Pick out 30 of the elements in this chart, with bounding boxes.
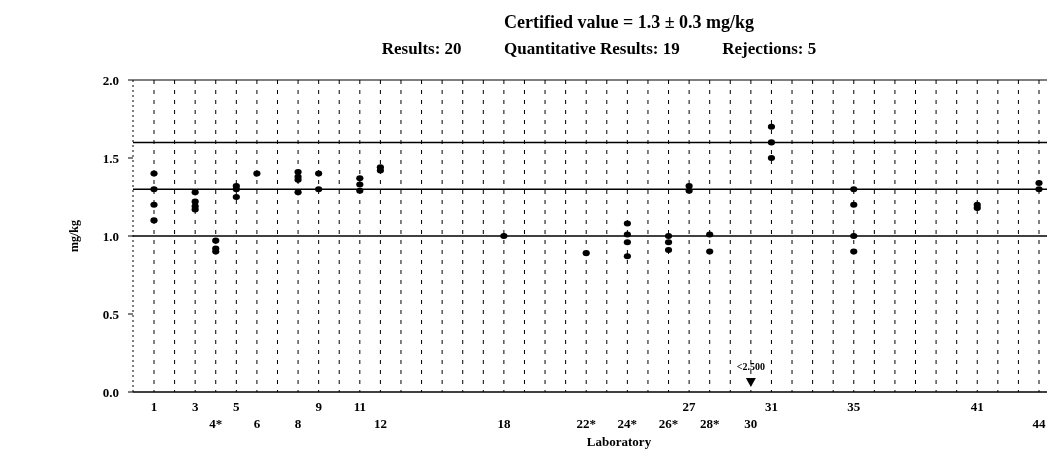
x-tick-label: 9 [315,399,323,414]
y-tick-label: 0.5 [102,306,120,322]
annotation: <2.500 [736,361,765,372]
x-tick-label: 28* [699,416,720,431]
x-tick-label: 24* [617,416,638,431]
x-tick-label: 1 [150,399,158,414]
x-tick-label: 3 [191,399,199,414]
y-axis-title: mg/kg [67,219,81,253]
x-tick-label: 26* [658,416,679,431]
x-tick-label: 27 [682,399,697,414]
y-tick-label: 0.0 [102,384,119,400]
x-tick-label: 44 [1032,416,1046,431]
chart-title: Certified value = 1.3 ± 0.3 mg/kg [503,12,755,32]
x-tick-label: 4* [209,416,223,431]
x-tick-label: 5 [233,399,241,414]
x-tick-label: 6 [253,416,261,431]
x-tick-label: 11 [353,399,366,414]
x-tick-label: 35 [847,399,861,414]
x-tick-label: 41 [970,399,984,414]
x-tick-label: 22* [576,416,596,431]
x-tick-label: 12 [373,416,387,431]
x-axis-title: Laboratory [586,434,652,449]
x-tick-label: 31 [764,399,778,414]
chart-subtitle: Results: 20 Quantitative Results: 19 Rejections: 5 [381,39,817,58]
x-tick-label: 18 [497,416,511,431]
y-tick-label: 1.0 [102,228,119,244]
x-tick-label: 8 [294,416,302,431]
x-tick-label: 30 [744,416,758,431]
y-tick-label: 2.0 [102,72,119,88]
y-tick-label: 1.5 [102,150,120,166]
